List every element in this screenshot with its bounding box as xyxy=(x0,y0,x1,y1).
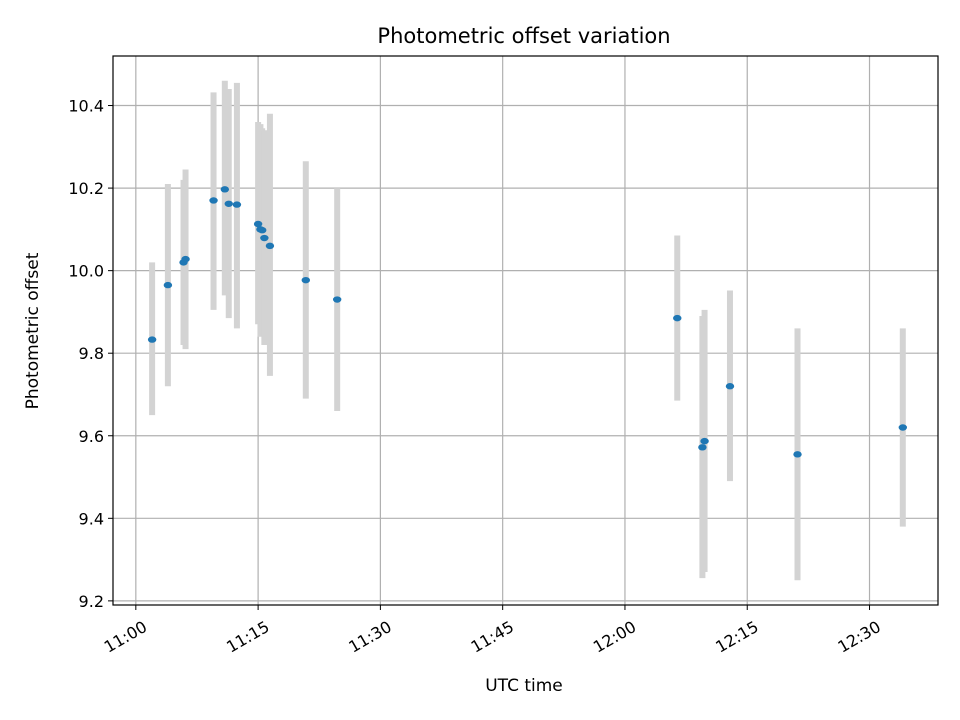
plot-frame xyxy=(112,55,939,606)
grid xyxy=(113,56,938,605)
y-axis-title: Photometric offset xyxy=(23,252,43,409)
data-point xyxy=(209,197,218,204)
data-point xyxy=(700,437,709,445)
data-point xyxy=(257,226,267,234)
y-tick-label: 9.4 xyxy=(79,509,104,528)
data-point xyxy=(260,234,269,242)
data-points xyxy=(147,186,908,458)
data-point xyxy=(232,201,242,208)
data-point xyxy=(220,186,230,193)
y-tick-label: 10.0 xyxy=(68,262,104,281)
data-point xyxy=(147,336,157,343)
x-axis-title: UTC time xyxy=(485,676,563,696)
y-tick-label: 10.2 xyxy=(68,179,104,198)
data-point xyxy=(898,424,908,431)
data-point xyxy=(163,281,173,289)
chart-title: Photometric offset variation xyxy=(377,24,670,48)
y-tick-label: 9.8 xyxy=(79,344,104,363)
y-tick-label: 9.6 xyxy=(79,427,104,446)
y-tick-label: 9.2 xyxy=(79,592,104,611)
data-point xyxy=(673,314,682,322)
data-point xyxy=(332,296,342,303)
data-point xyxy=(793,451,802,458)
data-point xyxy=(698,444,707,451)
data-point xyxy=(181,255,190,263)
data-point xyxy=(253,220,263,228)
y-tick-label: 10.4 xyxy=(68,97,104,116)
data-point xyxy=(224,200,233,207)
data-point xyxy=(301,276,310,284)
data-point xyxy=(725,383,735,390)
data-point xyxy=(265,242,275,250)
